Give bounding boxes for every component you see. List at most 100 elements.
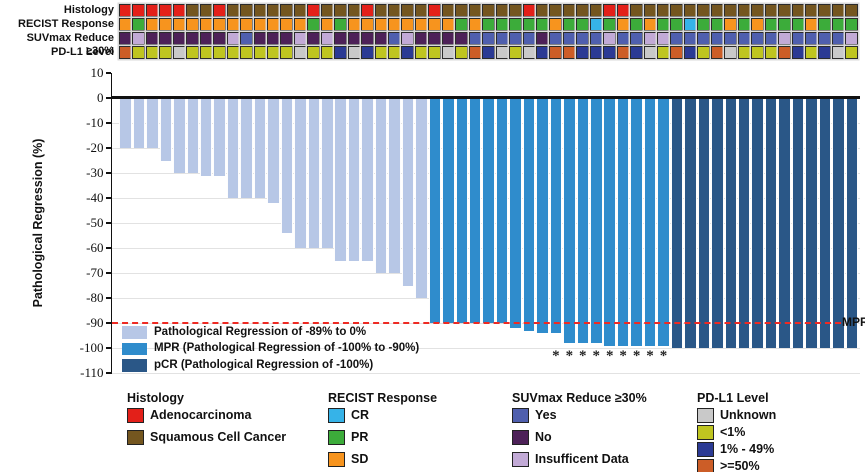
annotation-square-histology: [818, 4, 832, 17]
annotation-square-recist: [145, 18, 159, 31]
annotation-square-pdl1: [145, 46, 159, 59]
annotation-square-histology: [320, 4, 334, 17]
annotation-square-pdl1: [199, 46, 213, 59]
bar-mpr: [442, 98, 455, 323]
y-tick: [105, 372, 111, 374]
annotation-square-recist: [482, 18, 496, 31]
bar-pcr: [711, 98, 724, 348]
bar-light: [173, 98, 186, 173]
legend-swatch: [697, 408, 714, 423]
annotation-square-recist: [764, 18, 778, 31]
bar-legend-label-light: Pathological Regression of -89% to 0%: [154, 325, 367, 338]
y-tick: [105, 347, 111, 349]
annotation-square-pdl1: [562, 46, 576, 59]
bar-mpr: [603, 98, 616, 346]
legend-swatch: [127, 430, 144, 445]
annotation-square-recist: [603, 18, 617, 31]
annotation-square-suvmax: [293, 32, 307, 45]
annotation-square-recist: [374, 18, 388, 31]
bar-mpr: [428, 98, 442, 323]
annotation-square-histology: [482, 4, 496, 17]
bar-mpr: [590, 98, 603, 343]
asterisk-marker: *: [605, 348, 614, 364]
annotation-square-pdl1: [657, 46, 670, 59]
legend-swatch: [512, 452, 529, 467]
y-tick: [105, 322, 111, 324]
bar-mpr: [536, 98, 549, 333]
annotation-square-suvmax: [804, 32, 818, 45]
annotation-square-recist: [804, 18, 818, 31]
annotation-square-recist: [643, 18, 657, 31]
annotation-square-recist: [683, 18, 697, 31]
annotation-square-recist: [441, 18, 455, 31]
annotation-square-suvmax: [549, 32, 563, 45]
annotation-square-recist: [199, 18, 213, 31]
annotation-square-histology: [804, 4, 818, 17]
y-tick-label: -40: [86, 190, 104, 205]
annotation-square-suvmax: [172, 32, 186, 45]
annotation-square-pdl1: [240, 46, 254, 59]
annotation-square-suvmax: [240, 32, 254, 45]
bar-light: [159, 98, 173, 161]
bar-pcr: [751, 98, 764, 348]
bar-mpr: [657, 98, 670, 346]
annotation-square-histology: [132, 4, 146, 17]
bar-light: [388, 98, 401, 273]
annotation-square-recist: [495, 18, 509, 31]
annotation-square-suvmax: [778, 32, 792, 45]
annotation-square-recist: [751, 18, 765, 31]
annotation-square-pdl1: [549, 46, 563, 59]
annotation-square-recist: [710, 18, 724, 31]
bar-light: [186, 98, 199, 173]
bar-pcr: [791, 98, 805, 348]
annotation-square-recist: [845, 18, 859, 31]
annotation-square-recist: [509, 18, 523, 31]
annotation-square-pdl1: [253, 46, 267, 59]
gridline: [112, 372, 860, 374]
bar-legend-label-pcr: pCR (Pathological Regression of -100%): [154, 358, 374, 371]
annotation-square-pdl1: [266, 46, 280, 59]
bar-light: [307, 98, 321, 248]
annotation-square-recist: [589, 18, 603, 31]
legend-label: Squamous Cell Cancer: [150, 430, 287, 444]
asterisk-marker: *: [646, 348, 654, 364]
annotation-square-recist: [253, 18, 267, 31]
annotation-square-suvmax: [657, 32, 670, 45]
asterisk-marker: *: [565, 348, 574, 364]
annotation-square-pdl1: [670, 46, 684, 59]
annotation-square-suvmax: [468, 32, 482, 45]
bar-legend-swatch-light: [122, 326, 147, 339]
annotation-square-recist: [455, 18, 469, 31]
y-tick: [105, 97, 111, 99]
annotation-square-recist: [186, 18, 200, 31]
annotation-square-pdl1: [603, 46, 617, 59]
annotation-square-pdl1: [522, 46, 536, 59]
bar-mpr: [522, 98, 536, 331]
legend-swatch: [512, 408, 529, 423]
bar-pcr: [764, 98, 778, 348]
annotation-square-suvmax: [159, 32, 173, 45]
annotation-square-histology: [522, 4, 536, 17]
annotation-square-histology: [307, 4, 321, 17]
bar-light: [146, 98, 159, 148]
bar-light: [253, 98, 267, 198]
annotation-square-histology: [280, 4, 294, 17]
annotation-square-recist: [266, 18, 280, 31]
annotation-square-suvmax: [710, 32, 724, 45]
track-label-recist: RECIST Response: [18, 18, 114, 30]
annotation-square-pdl1: [388, 46, 401, 59]
annotation-square-pdl1: [509, 46, 523, 59]
y-tick-label: -110: [80, 365, 104, 380]
annotation-square-histology: [374, 4, 388, 17]
y-tick-label: -80: [86, 290, 104, 305]
annotation-square-histology: [240, 4, 254, 17]
annotation-square-suvmax: [401, 32, 415, 45]
annotation-square-histology: [199, 4, 213, 17]
annotation-square-pdl1: [132, 46, 146, 59]
legend-title: PD-L1 Level: [697, 391, 769, 405]
annotation-square-histology: [737, 4, 751, 17]
annotation-square-histology: [414, 4, 428, 17]
annotation-square-pdl1: [401, 46, 415, 59]
y-tick-label: 10: [90, 65, 104, 80]
track-label-suvmax: SUVmax Reduce ≥30%: [26, 32, 114, 57]
